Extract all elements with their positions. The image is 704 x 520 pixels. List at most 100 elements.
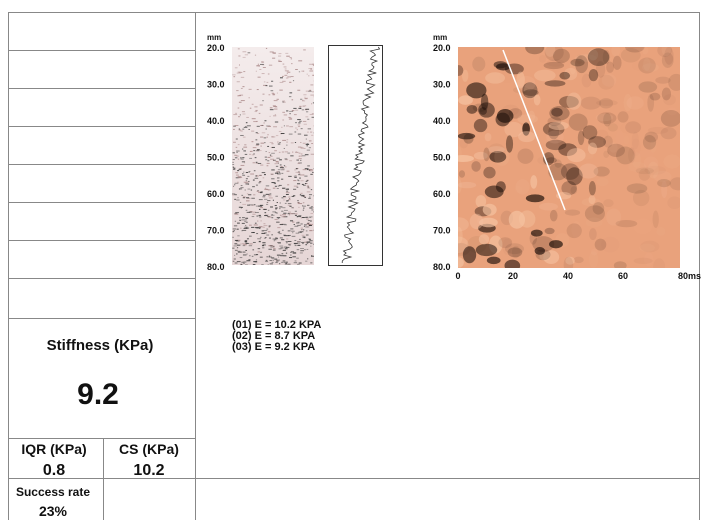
blob <box>506 135 513 152</box>
speckle <box>263 177 265 178</box>
speckle <box>268 265 269 266</box>
blob <box>586 218 603 228</box>
speckle <box>273 106 277 107</box>
speckle <box>288 197 290 198</box>
speckle <box>244 127 248 128</box>
speckle <box>236 147 238 148</box>
speckle <box>294 262 297 263</box>
speckle <box>309 194 312 195</box>
blob <box>515 186 523 194</box>
speckle <box>242 252 245 253</box>
speckle <box>255 139 257 140</box>
speckle <box>248 259 250 260</box>
speckle <box>234 194 237 195</box>
blob <box>498 237 512 248</box>
speckle <box>277 217 280 218</box>
blob <box>508 247 523 257</box>
speckle <box>276 161 278 162</box>
speckle <box>311 209 313 210</box>
speckle <box>249 89 252 90</box>
speckle <box>307 191 311 192</box>
speckle <box>259 209 261 210</box>
speckle <box>241 100 245 101</box>
success-label: Success rate <box>16 485 90 499</box>
speckle <box>280 202 281 203</box>
speckle <box>243 57 246 58</box>
speckle <box>293 252 297 253</box>
speckle <box>310 84 313 85</box>
speckle <box>267 134 269 135</box>
speckle <box>263 122 264 123</box>
speckle <box>244 262 247 263</box>
speckle <box>310 114 313 115</box>
blob <box>608 209 627 221</box>
speckle <box>243 137 246 138</box>
speckle <box>307 188 310 189</box>
speckle <box>248 194 251 195</box>
speckle <box>285 151 288 152</box>
speckle <box>289 134 293 135</box>
speckle <box>287 73 288 74</box>
speckle <box>281 166 283 167</box>
speckle <box>286 242 288 243</box>
speckle <box>240 220 241 221</box>
speckle <box>310 95 314 96</box>
speckle <box>272 58 275 59</box>
speckle <box>286 145 287 146</box>
speckle <box>265 159 267 160</box>
blob <box>603 151 609 158</box>
speckle <box>246 210 248 211</box>
speckle <box>238 144 240 145</box>
speckle <box>262 172 266 173</box>
speckle <box>264 232 267 233</box>
blob <box>517 114 538 124</box>
speckle <box>273 160 276 161</box>
speckle <box>269 225 271 226</box>
blob <box>667 196 681 209</box>
speckle <box>313 125 316 126</box>
blob <box>454 65 463 76</box>
blob <box>653 211 659 229</box>
speckle <box>306 111 308 112</box>
speckle <box>307 205 309 206</box>
blob <box>567 223 582 238</box>
speckle <box>281 169 285 170</box>
speckle <box>252 249 254 250</box>
speckle <box>264 142 266 143</box>
speckle <box>251 190 252 191</box>
speckle <box>278 218 279 219</box>
speckle <box>298 134 301 135</box>
speckle <box>295 128 297 129</box>
speckle <box>245 54 248 55</box>
speckle <box>309 170 310 171</box>
speckle <box>284 148 285 149</box>
blob <box>536 249 551 260</box>
speckle <box>235 157 237 158</box>
speckle <box>270 51 274 52</box>
speckle <box>253 153 255 154</box>
speckle <box>277 173 281 174</box>
speckle <box>308 198 311 199</box>
speckle <box>260 150 261 151</box>
speckle <box>266 194 270 195</box>
speckle <box>246 180 247 181</box>
speckle <box>295 213 298 214</box>
speckle <box>252 186 255 187</box>
speckle <box>237 197 238 198</box>
speckle <box>243 245 246 246</box>
x-tick-label: 20 <box>508 271 518 281</box>
speckle <box>233 168 235 169</box>
speckle <box>301 153 303 154</box>
blob <box>478 102 495 117</box>
blob <box>458 133 475 140</box>
speckle <box>255 55 256 56</box>
speckle <box>274 150 277 151</box>
speckle <box>281 197 283 198</box>
blob <box>479 234 489 244</box>
y-tick-label: 60.0 <box>207 189 225 199</box>
speckle <box>238 159 239 160</box>
speckle <box>310 246 311 247</box>
speckle <box>275 114 276 115</box>
speckle <box>264 230 268 231</box>
speckle <box>269 94 271 95</box>
